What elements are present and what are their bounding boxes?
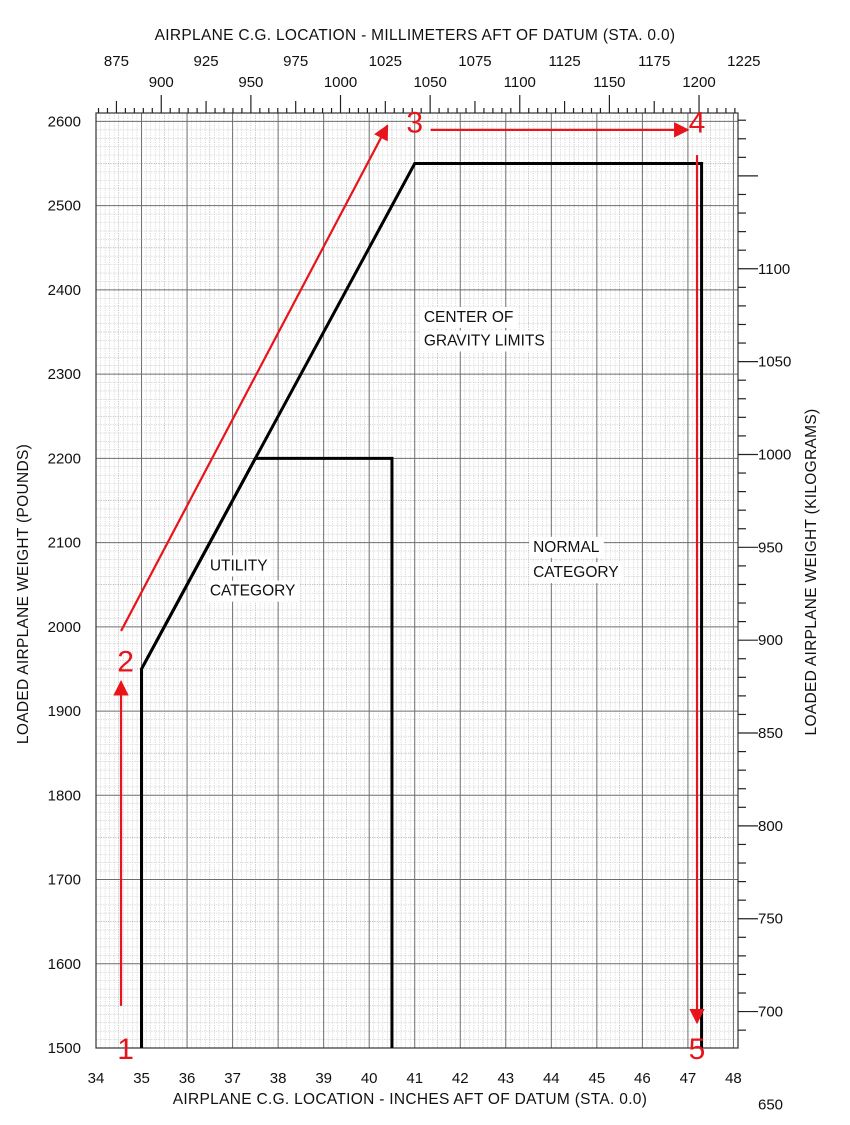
x-tick-label: 36 [179, 1070, 196, 1087]
x-tick-label: 47 [680, 1070, 697, 1087]
x-tick-label: 34 [88, 1070, 105, 1087]
region-label: NORMAL [533, 539, 600, 556]
y-tick-label: 2500 [48, 198, 81, 215]
region-label-backing [419, 306, 518, 328]
marker-1: 1 [117, 1033, 134, 1066]
region-label-backing [205, 580, 300, 602]
y2-axis-title: LOADED AIRPLANE WEIGHT (KILOGRAMS) [803, 409, 820, 736]
region-label: GRAVITY LIMITS [424, 332, 545, 349]
x-tick-label: 46 [634, 1070, 651, 1087]
x2-tick-label-lower: 1050 [413, 74, 446, 91]
y-tick-label: 1900 [48, 703, 81, 720]
x2-tick-label-upper: 1225 [727, 53, 760, 70]
tick-marks [97, 95, 758, 1031]
y-tick-label: 2000 [48, 619, 81, 636]
y2-tick-label: 850 [758, 725, 783, 742]
x-tick-label: 48 [725, 1070, 742, 1087]
series-line-utility-category [140, 456, 394, 1048]
plot-background [96, 113, 738, 1048]
y2-tick-label: 1000 [758, 446, 791, 463]
x2-tick-label-lower: 1200 [682, 74, 715, 91]
x2-tick-label-lower: 1150 [593, 74, 625, 91]
marker-5: 5 [689, 1033, 706, 1066]
point-markers: 1 2 3 4 5 [117, 106, 705, 1066]
tick-labels: 34 35 36 37 38 39 40 41 42 43 44 45 46 47 481500160017… [48, 53, 792, 1113]
x-tick-label: 37 [224, 1070, 241, 1087]
y-tick-label: 1500 [48, 1040, 81, 1057]
x2-tick-label-upper: 1175 [638, 53, 670, 70]
y-tick-label: 2600 [48, 113, 81, 130]
y2-tick-label: 800 [758, 818, 783, 835]
x2-tick-label-lower: 1100 [504, 74, 536, 91]
y2-tick-label: 750 [758, 911, 783, 928]
y-tick-label: 2300 [48, 366, 81, 383]
x-tick-label: 43 [497, 1070, 514, 1087]
y-tick-label: 2100 [48, 535, 81, 552]
x-tick-label: 35 [133, 1070, 150, 1087]
path-arrow [120, 124, 389, 632]
x2-tick-label-lower: 900 [149, 74, 174, 91]
x-tick-label: 40 [361, 1070, 378, 1087]
path-arrows [113, 122, 705, 1025]
region-label: CENTER OF [424, 309, 514, 326]
x2-tick-label-upper: 875 [104, 53, 129, 70]
region-label-backing [529, 562, 623, 584]
plot-frame [95, 112, 739, 1049]
envelope-lines [140, 162, 704, 1048]
region-label: CATEGORY [533, 564, 619, 581]
y2-tick-label: 950 [758, 539, 783, 556]
annotations: CENTER OF GRAVITY LIMITS UTILITY CATEGORY NO… [205, 306, 623, 602]
region-label-backing [205, 555, 272, 577]
x2-tick-label-upper: 925 [194, 53, 219, 70]
x2-tick-label-upper: 1025 [369, 53, 402, 70]
y2-tick-label: 900 [758, 632, 783, 649]
y2-tick-label: 1050 [758, 354, 791, 371]
x-tick-label: 42 [452, 1070, 469, 1087]
x2-axis-title: AIRPLANE C.G. LOCATION - MILLIMETERS AFT… [155, 27, 676, 44]
x-axis-title: AIRPLANE C.G. LOCATION - INCHES AFT OF D… [173, 1091, 647, 1108]
region-label-backing [529, 536, 604, 558]
x2-tick-label-upper: 975 [283, 53, 308, 70]
marker-2: 2 [117, 646, 134, 679]
y2-tick-label: 650 [758, 1096, 783, 1113]
y-axis-title: LOADED AIRPLANE WEIGHT (POUNDS) [15, 444, 32, 744]
y-tick-label: 1700 [48, 872, 81, 889]
x-tick-label: 45 [589, 1070, 606, 1087]
marker-3: 3 [406, 106, 423, 139]
y2-tick-label: 1100 [758, 261, 790, 278]
marker-4: 4 [689, 106, 706, 139]
x2-tick-label-lower: 1000 [324, 74, 357, 91]
x2-tick-label-upper: 1125 [548, 53, 580, 70]
region-label-backing [419, 330, 549, 352]
y2-tick-label: 700 [758, 1004, 783, 1021]
y-tick-label: 1600 [48, 956, 81, 973]
x2-tick-label-lower: 950 [238, 74, 263, 91]
y-tick-label: 2200 [48, 450, 81, 467]
y-tick-label: 1800 [48, 787, 81, 804]
x-tick-label: 44 [543, 1070, 560, 1087]
x-tick-label: 38 [270, 1070, 287, 1087]
gridlines [95, 112, 738, 1049]
y-tick-label: 2400 [48, 282, 81, 299]
x-tick-label: 39 [315, 1070, 332, 1087]
region-label: UTILITY [210, 557, 268, 574]
x2-tick-label-upper: 1075 [458, 53, 491, 70]
region-label: CATEGORY [210, 583, 296, 600]
x-tick-label: 41 [406, 1070, 423, 1087]
